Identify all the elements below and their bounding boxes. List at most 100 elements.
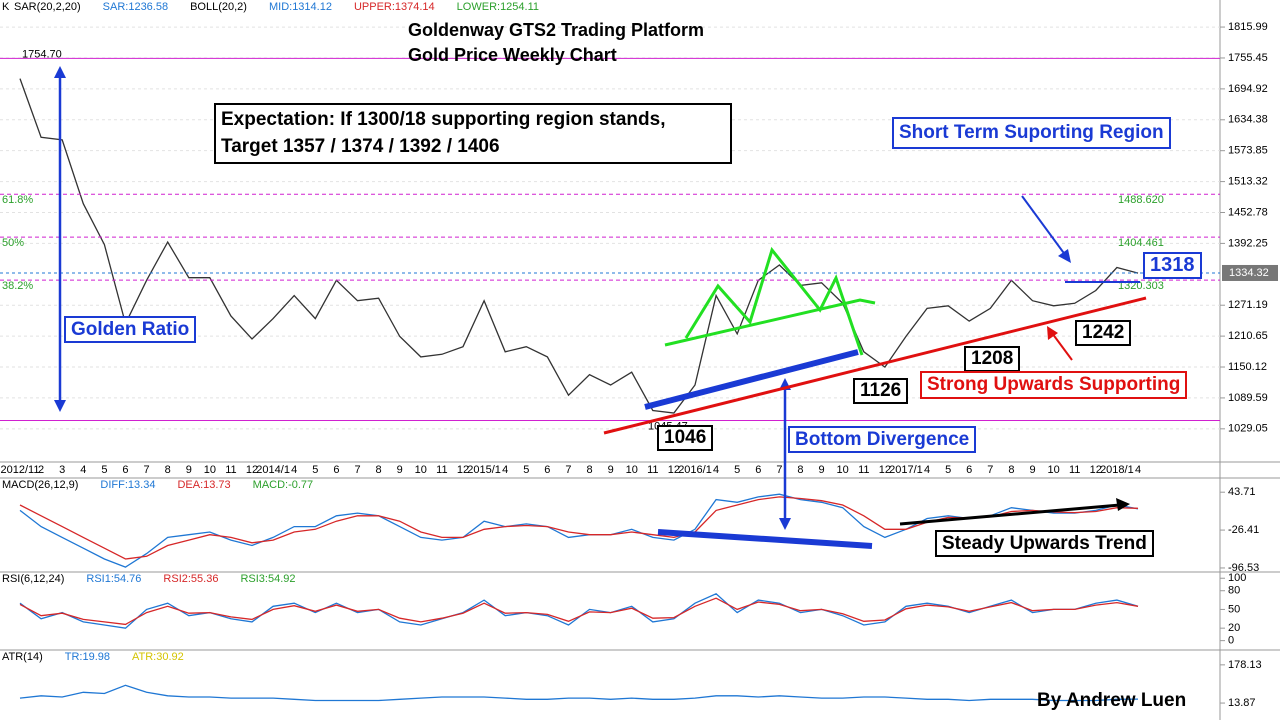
x-tick-label: 7 bbox=[776, 464, 782, 476]
arrow-head bbox=[54, 400, 66, 412]
legend-entry: LOWER:1254.11 bbox=[457, 1, 539, 13]
legend-entry: DIFF:13.34 bbox=[100, 479, 155, 491]
x-tick-label: 10 bbox=[837, 464, 849, 476]
legend-entry: ATR:30.92 bbox=[132, 651, 184, 663]
x-tick-label: 2015/1 bbox=[467, 464, 501, 476]
x-tick-label: 7 bbox=[987, 464, 993, 476]
x-tick-label: 4 bbox=[713, 464, 719, 476]
author: By Andrew Luen bbox=[1037, 690, 1187, 711]
annotation: 1242 bbox=[1075, 320, 1132, 346]
fib-value: 1404.461 bbox=[1118, 237, 1164, 249]
arrow bbox=[1051, 332, 1073, 361]
divergence-line bbox=[644, 349, 859, 410]
x-tick-label: 4 bbox=[924, 464, 930, 476]
x-tick-label: 3 bbox=[59, 464, 65, 476]
x-tick-label: 10 bbox=[626, 464, 638, 476]
arrow-head bbox=[54, 66, 66, 78]
x-tick-label: 8 bbox=[797, 464, 803, 476]
annotation-lines bbox=[54, 66, 1147, 549]
series-line bbox=[19, 496, 1139, 560]
arrow-head bbox=[1047, 326, 1058, 340]
trend-line bbox=[899, 503, 1121, 526]
x-tick-label: 5 bbox=[523, 464, 529, 476]
legend-entry: MACD:-0.77 bbox=[253, 479, 314, 491]
arrow-head bbox=[1058, 249, 1071, 263]
y-tick-label: 1634.38 bbox=[1228, 114, 1268, 126]
legend-entry: MACD(26,12,9) bbox=[2, 479, 78, 491]
x-tick-label: 12 bbox=[1090, 464, 1102, 476]
annotation: 1126 bbox=[853, 378, 909, 404]
y-tick-label: 1694.92 bbox=[1228, 83, 1268, 95]
last-price-box bbox=[1222, 264, 1278, 281]
x-tick-label: 11 bbox=[647, 464, 658, 476]
legend-entry: UPPER:1374.14 bbox=[354, 1, 435, 13]
fib-ratio: 61.8% bbox=[2, 194, 33, 206]
y-tick-label: 1452.78 bbox=[1228, 206, 1268, 218]
corner-label: K bbox=[2, 1, 10, 13]
annotation: Steady Upwards Trend bbox=[935, 530, 1154, 557]
legend-entry: RSI3:54.92 bbox=[240, 573, 295, 585]
y-tick-label: 43.71 bbox=[1228, 486, 1256, 498]
x-tick-label: 5 bbox=[945, 464, 951, 476]
legend-entry: SAR:1236.58 bbox=[103, 1, 168, 13]
x-tick-label: 2017/1 bbox=[889, 464, 923, 476]
y-tick-label: 0 bbox=[1228, 635, 1234, 647]
x-tick-label: 2 bbox=[38, 464, 44, 476]
x-tick-label: 5 bbox=[312, 464, 318, 476]
legend-entry: DEA:13.73 bbox=[177, 479, 230, 491]
legend-entry: TR:19.98 bbox=[65, 651, 110, 663]
x-tick-label: 10 bbox=[1047, 464, 1059, 476]
legend-entry: RSI1:54.76 bbox=[86, 573, 141, 585]
expectation-box: Expectation: If 1300/18 supporting regio… bbox=[214, 103, 732, 164]
fib-ratio: 50% bbox=[2, 237, 24, 249]
annotation: Bottom Divergence bbox=[788, 426, 977, 453]
x-tick-label: 10 bbox=[415, 464, 427, 476]
subtitle: Gold Price Weekly Chart bbox=[408, 45, 617, 65]
x-tick-label: 12 bbox=[879, 464, 891, 476]
y-tick-label: -96.53 bbox=[1228, 562, 1259, 574]
arrow-head bbox=[1116, 498, 1130, 511]
annotation: Strong Upwards Supporting bbox=[920, 371, 1188, 399]
x-tick-label: 10 bbox=[204, 464, 216, 476]
y-tick-label: 1210.65 bbox=[1228, 330, 1268, 342]
y-tick-label: 1513.32 bbox=[1228, 175, 1268, 187]
series-line bbox=[19, 493, 1139, 568]
annotation: 1318 bbox=[1143, 252, 1202, 279]
series-line bbox=[19, 684, 1139, 702]
x-tick-label: 9 bbox=[1029, 464, 1035, 476]
x-tick-label: 4 bbox=[291, 464, 297, 476]
x-tick-label: 11 bbox=[225, 464, 236, 476]
divergence-line bbox=[657, 529, 873, 549]
x-tick-label: 6 bbox=[755, 464, 761, 476]
y-tick-label: 13.87 bbox=[1228, 697, 1256, 709]
y-tick-label: 1815.99 bbox=[1228, 21, 1268, 33]
x-tick-label: 2012/11 bbox=[1, 464, 40, 476]
y-tick-label: 80 bbox=[1228, 585, 1240, 597]
y-tick-label: -26.41 bbox=[1228, 524, 1259, 536]
legend-entry: BOLL(20,2) bbox=[190, 1, 247, 13]
legend-entry: RSI2:55.36 bbox=[163, 573, 218, 585]
x-tick-label: 7 bbox=[144, 464, 150, 476]
title: Goldenway GTS2 Trading Platform bbox=[408, 20, 705, 40]
annotation: Short Term Suporting Region bbox=[892, 117, 1171, 149]
legend-entry: MID:1314.12 bbox=[269, 1, 332, 13]
arrow-head bbox=[779, 518, 791, 530]
x-tick-label: 6 bbox=[544, 464, 550, 476]
x-tick-label: 8 bbox=[376, 464, 382, 476]
pattern-line bbox=[684, 246, 864, 356]
y-tick-label: 50 bbox=[1228, 603, 1240, 615]
x-tick-label: 8 bbox=[586, 464, 592, 476]
x-tick-label: 9 bbox=[608, 464, 614, 476]
annotation: 1208 bbox=[964, 346, 1021, 372]
expectation-text: Target 1357 / 1374 / 1392 / 1406 bbox=[221, 136, 500, 157]
x-tick-label: 9 bbox=[397, 464, 403, 476]
x-tick-label: 8 bbox=[1008, 464, 1014, 476]
fib-value: 1320.303 bbox=[1118, 280, 1164, 292]
expectation-text: Expectation: If 1300/18 supporting regio… bbox=[221, 109, 666, 130]
x-tick-label: 4 bbox=[502, 464, 508, 476]
x-tick-label: 2018/1 bbox=[1100, 464, 1134, 476]
x-tick-label: 12 bbox=[246, 464, 258, 476]
legend-entry: RSI(6,12,24) bbox=[2, 573, 64, 585]
x-tick-label: 6 bbox=[966, 464, 972, 476]
